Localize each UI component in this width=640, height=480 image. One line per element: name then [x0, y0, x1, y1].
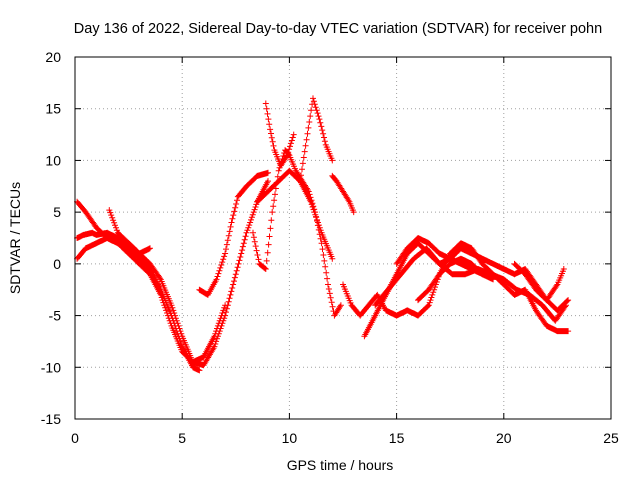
- plot-frame: [74, 56, 612, 420]
- x-tick-label: 0: [71, 430, 79, 446]
- y-tick-label: -15: [41, 411, 61, 427]
- x-tick-label: 25: [603, 430, 619, 446]
- x-tick-label: 15: [389, 430, 405, 446]
- axis-ticks: [74, 56, 612, 420]
- axis-tick-labels: 0 5 10 15 20 25 -15 -10 -5 0 5 10 15 20: [41, 49, 619, 446]
- x-tick-label: 5: [178, 430, 186, 446]
- y-tick-label: 15: [45, 101, 61, 117]
- y-tick-label: -5: [49, 308, 62, 324]
- scatter-series-arc-16: [511, 260, 567, 304]
- chart-title: Day 136 of 2022, Sidereal Day-to-day VTE…: [74, 21, 602, 37]
- y-tick-label: 5: [53, 204, 61, 220]
- scatter-series-arc-8: [262, 100, 297, 169]
- scatter-series-arc-10: [329, 172, 357, 216]
- scatter-series-arc-12: [361, 240, 572, 340]
- x-tick-label: 10: [282, 430, 298, 446]
- data-series: [74, 95, 572, 374]
- scatter-series-arc-15: [415, 255, 497, 304]
- scatter-series-arc-4: [106, 178, 271, 369]
- scatter-series-arc-5: [196, 169, 271, 298]
- grid: [75, 57, 611, 419]
- y-tick-label: -10: [41, 359, 61, 375]
- y-tick-label: 10: [45, 152, 61, 168]
- scatter-series-arc-9: [297, 95, 336, 185]
- y-tick-label: 0: [53, 256, 61, 272]
- y-tick-label: 20: [45, 49, 61, 65]
- scatter-series-arc-7: [254, 167, 336, 262]
- y-axis-label: SDTVAR / TECUs: [7, 182, 23, 294]
- x-axis-label: GPS time / hours: [287, 457, 394, 473]
- x-tick-label: 20: [496, 430, 512, 446]
- scatter-series-arc-2: [74, 235, 229, 366]
